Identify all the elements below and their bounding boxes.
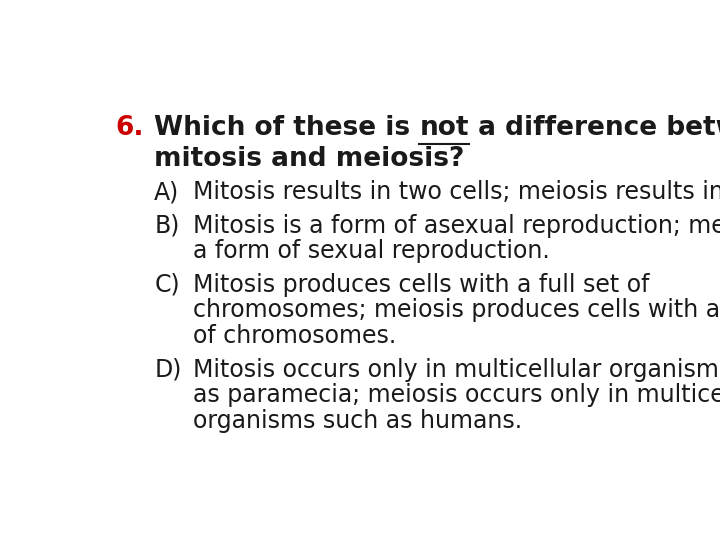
- Text: A): A): [154, 180, 179, 205]
- Text: not: not: [420, 114, 469, 141]
- Text: organisms such as humans.: organisms such as humans.: [193, 409, 522, 433]
- Text: 6.: 6.: [115, 114, 143, 141]
- Text: Mitosis occurs only in multicellular organisms such: Mitosis occurs only in multicellular org…: [193, 357, 720, 382]
- Text: a difference between: a difference between: [469, 114, 720, 141]
- Text: C): C): [154, 273, 180, 296]
- Text: of chromosomes.: of chromosomes.: [193, 324, 397, 348]
- Text: Mitosis produces cells with a full set of: Mitosis produces cells with a full set o…: [193, 273, 649, 296]
- Text: Which of these is: Which of these is: [154, 114, 420, 141]
- Text: a form of sexual reproduction.: a form of sexual reproduction.: [193, 239, 550, 264]
- Text: Mitosis results in two cells; meiosis results in four.: Mitosis results in two cells; meiosis re…: [193, 180, 720, 205]
- Text: chromosomes; meiosis produces cells with a half set: chromosomes; meiosis produces cells with…: [193, 299, 720, 322]
- Text: B): B): [154, 214, 179, 238]
- Text: D): D): [154, 357, 181, 382]
- Text: Mitosis is a form of asexual reproduction; meiosis is: Mitosis is a form of asexual reproductio…: [193, 214, 720, 238]
- Text: mitosis and meiosis?: mitosis and meiosis?: [154, 146, 464, 172]
- Text: as paramecia; meiosis occurs only in multicellular: as paramecia; meiosis occurs only in mul…: [193, 383, 720, 407]
